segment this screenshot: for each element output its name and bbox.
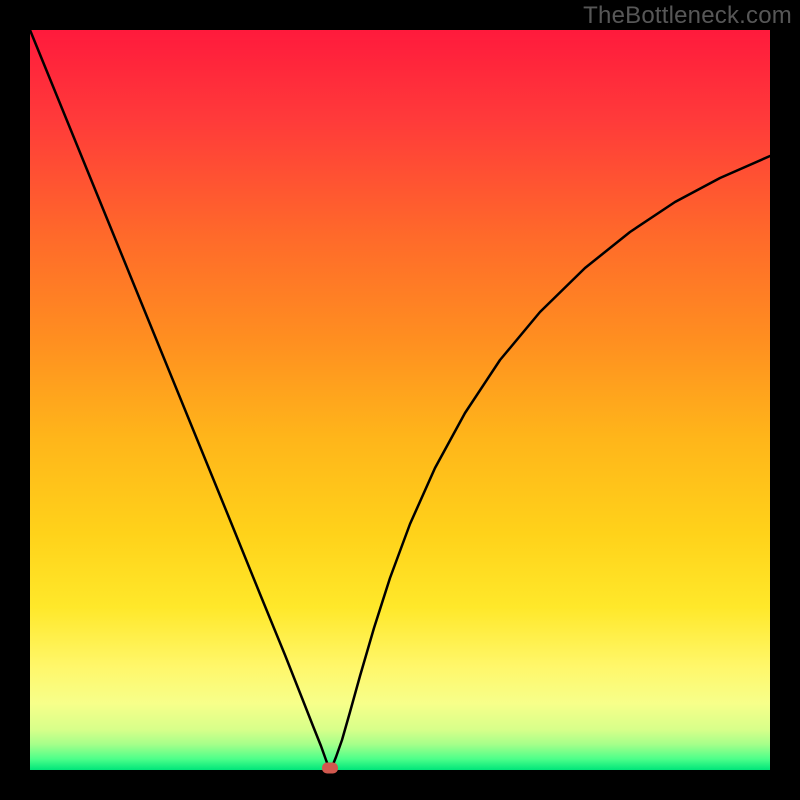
plot-background: [30, 30, 770, 770]
chart-stage: TheBottleneck.com: [0, 0, 800, 800]
bottleneck-chart-svg: [0, 0, 800, 800]
attribution-text: TheBottleneck.com: [583, 2, 792, 30]
optimum-marker: [322, 763, 338, 774]
